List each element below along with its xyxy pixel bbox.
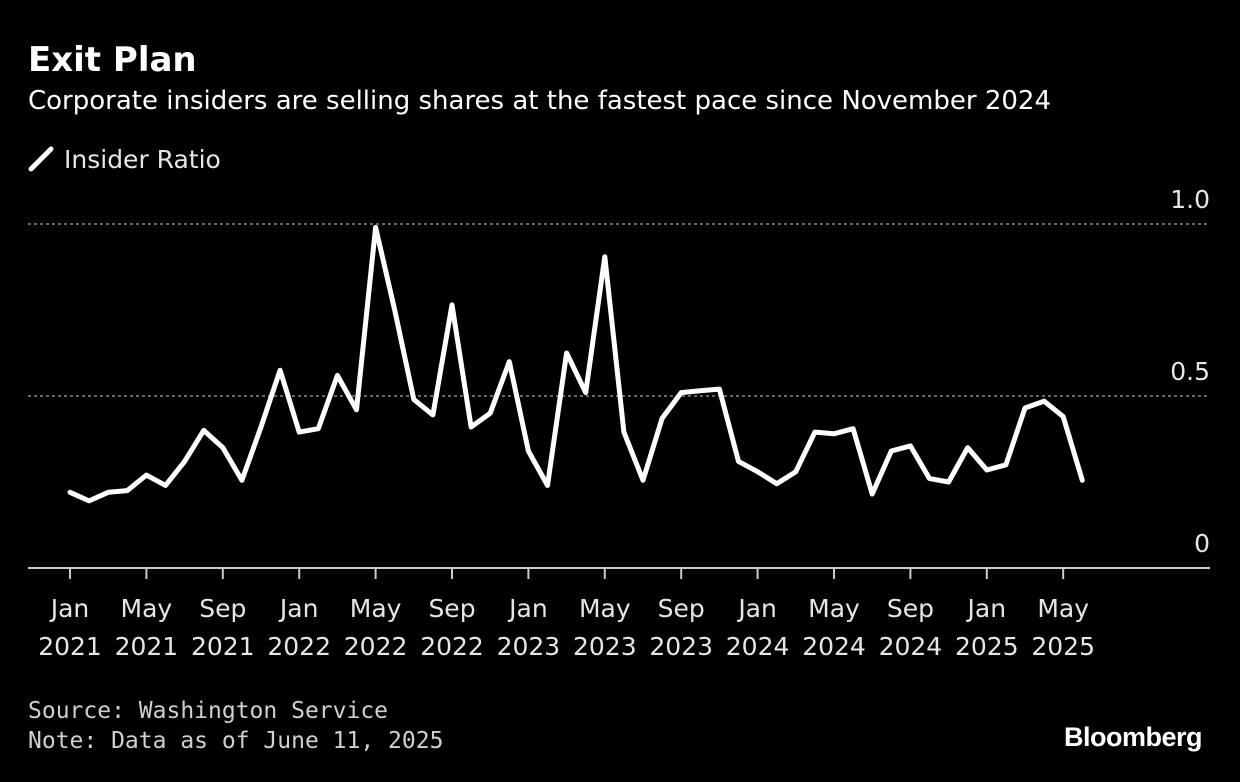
x-axis: [28, 567, 1210, 579]
bloomberg-logo: Bloomberg: [1063, 722, 1203, 752]
x-tick-label-month: May: [350, 594, 402, 623]
data-note: Note: Data as of June 11, 2025: [28, 728, 444, 754]
x-tick-label-month: Jan: [49, 594, 90, 623]
series-line-insider-ratio: [67, 224, 1085, 504]
x-tick-label-month: May: [579, 594, 631, 623]
x-tick-label-month: Sep: [887, 594, 934, 623]
y-tick-label: 1.0: [1170, 185, 1210, 214]
x-tick-label-month: May: [121, 594, 173, 623]
x-tick-label-month: Sep: [428, 594, 475, 623]
y-axis-labels: 1.0 0.5 0: [1170, 185, 1210, 558]
x-tick-label-month: Jan: [507, 594, 548, 623]
x-tick-label-month: Sep: [658, 594, 705, 623]
chart-subtitle: Corporate insiders are selling shares at…: [28, 86, 1052, 116]
x-tick-label-year: 2024: [726, 632, 790, 661]
legend-line-icon: [28, 146, 54, 172]
series-layer: [67, 224, 1085, 504]
x-tick-label-year: 2023: [573, 632, 637, 661]
x-tick-label-month: May: [1037, 594, 1089, 623]
legend-label: Insider Ratio: [64, 144, 221, 174]
x-tick-label-month: Jan: [966, 594, 1007, 623]
x-tick-label-month: Jan: [278, 594, 319, 623]
x-tick-label-year: 2021: [115, 632, 179, 661]
x-tick-label-year: 2022: [267, 632, 331, 661]
x-tick-label-year: 2021: [191, 632, 255, 661]
legend: Insider Ratio: [28, 142, 221, 176]
x-tick-label-month: May: [808, 594, 860, 623]
x-tick-label-year: 2025: [955, 632, 1019, 661]
x-tick-label-month: Sep: [199, 594, 246, 623]
y-tick-label: 0: [1194, 529, 1210, 558]
x-tick-label-year: 2023: [649, 632, 713, 661]
x-tick-label-year: 2024: [802, 632, 866, 661]
x-tick-label-year: 2025: [1031, 632, 1095, 661]
x-tick-label-month: Jan: [736, 594, 777, 623]
x-tick-label-year: 2022: [420, 632, 484, 661]
x-tick-label-year: 2022: [344, 632, 408, 661]
x-axis-labels: Jan 2021 May 2021 Sep 2021 Jan 2022 May 2022 Sep 20…: [38, 594, 1095, 661]
x-tick-label-year: 2023: [497, 632, 561, 661]
x-tick-label-year: 2021: [38, 632, 102, 661]
x-tick-label-year: 2024: [879, 632, 943, 661]
y-tick-label: 0.5: [1170, 357, 1210, 386]
source-note: Source: Washington Service: [28, 698, 389, 724]
chart-title: Exit Plan: [28, 40, 197, 80]
